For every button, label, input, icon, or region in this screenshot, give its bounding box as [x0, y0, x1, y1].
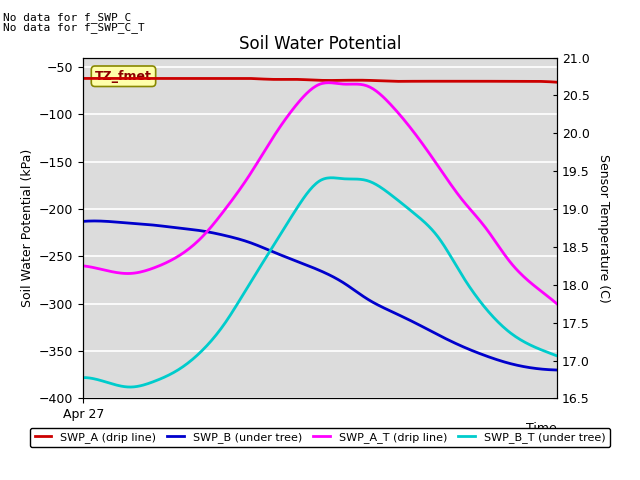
Text: Time: Time [526, 422, 557, 435]
Legend: SWP_A (drip line), SWP_B (under tree), SWP_A_T (drip line), SWP_B_T (under tree): SWP_A (drip line), SWP_B (under tree), S… [30, 428, 610, 447]
Y-axis label: Sensor Temperature (C): Sensor Temperature (C) [597, 154, 611, 302]
Text: No data for f_SWP_C: No data for f_SWP_C [3, 12, 131, 23]
Text: No data for f_SWP_C_T: No data for f_SWP_C_T [3, 22, 145, 33]
Y-axis label: Soil Water Potential (kPa): Soil Water Potential (kPa) [20, 149, 33, 307]
Title: Soil Water Potential: Soil Water Potential [239, 35, 401, 53]
Text: TZ_fmet: TZ_fmet [95, 70, 152, 83]
